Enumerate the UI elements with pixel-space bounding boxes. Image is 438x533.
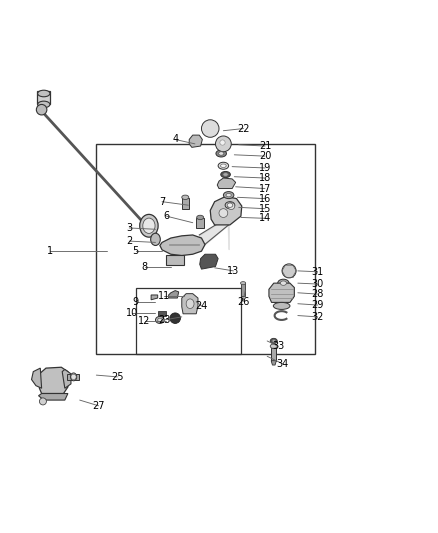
Polygon shape bbox=[210, 197, 242, 225]
Circle shape bbox=[220, 140, 225, 145]
Polygon shape bbox=[160, 235, 205, 255]
Text: 30: 30 bbox=[311, 279, 324, 289]
Ellipse shape bbox=[226, 193, 231, 197]
Polygon shape bbox=[189, 135, 202, 147]
Text: 14: 14 bbox=[259, 213, 271, 223]
Ellipse shape bbox=[221, 172, 230, 177]
Text: 4: 4 bbox=[172, 134, 178, 144]
Ellipse shape bbox=[227, 203, 233, 207]
Text: 34: 34 bbox=[276, 359, 289, 369]
Ellipse shape bbox=[38, 101, 50, 108]
Text: 16: 16 bbox=[259, 193, 271, 204]
Ellipse shape bbox=[38, 90, 50, 97]
Ellipse shape bbox=[158, 318, 162, 322]
Text: 32: 32 bbox=[311, 312, 324, 322]
Ellipse shape bbox=[216, 150, 226, 157]
Text: 18: 18 bbox=[259, 173, 271, 183]
Polygon shape bbox=[151, 295, 158, 300]
Circle shape bbox=[39, 398, 46, 405]
Circle shape bbox=[219, 209, 228, 217]
Ellipse shape bbox=[270, 338, 277, 344]
Polygon shape bbox=[182, 294, 198, 314]
Text: 5: 5 bbox=[133, 246, 139, 256]
Ellipse shape bbox=[143, 218, 155, 233]
Ellipse shape bbox=[186, 299, 194, 309]
Polygon shape bbox=[39, 367, 68, 393]
Text: 1: 1 bbox=[47, 246, 53, 256]
Polygon shape bbox=[169, 290, 179, 298]
Polygon shape bbox=[200, 254, 218, 269]
Ellipse shape bbox=[223, 173, 228, 176]
Ellipse shape bbox=[225, 201, 235, 209]
Circle shape bbox=[228, 203, 235, 209]
Text: 6: 6 bbox=[163, 211, 170, 221]
Ellipse shape bbox=[151, 233, 160, 246]
Ellipse shape bbox=[219, 152, 224, 155]
Polygon shape bbox=[37, 91, 50, 104]
Text: 23: 23 bbox=[158, 315, 170, 325]
Bar bbox=[241, 283, 245, 296]
Text: 2: 2 bbox=[126, 236, 132, 246]
Ellipse shape bbox=[273, 302, 290, 310]
Bar bbox=[158, 311, 166, 316]
Text: 28: 28 bbox=[311, 289, 324, 299]
Ellipse shape bbox=[270, 344, 277, 349]
Ellipse shape bbox=[240, 281, 246, 285]
Ellipse shape bbox=[278, 279, 289, 287]
Text: 10: 10 bbox=[126, 309, 138, 318]
Text: 20: 20 bbox=[259, 151, 271, 161]
Ellipse shape bbox=[197, 215, 204, 220]
Bar bbox=[271, 348, 276, 361]
Ellipse shape bbox=[223, 191, 234, 199]
Circle shape bbox=[71, 374, 76, 379]
Text: 26: 26 bbox=[237, 296, 249, 306]
Text: 19: 19 bbox=[259, 163, 271, 173]
Text: 21: 21 bbox=[259, 141, 271, 151]
Text: 15: 15 bbox=[259, 204, 271, 214]
Ellipse shape bbox=[71, 373, 77, 381]
Text: 13: 13 bbox=[227, 266, 240, 276]
Polygon shape bbox=[217, 178, 236, 189]
Ellipse shape bbox=[182, 195, 189, 199]
Text: 24: 24 bbox=[195, 301, 208, 311]
Text: 22: 22 bbox=[237, 124, 250, 134]
Bar bbox=[196, 219, 204, 228]
Text: 12: 12 bbox=[138, 316, 151, 326]
Polygon shape bbox=[32, 368, 42, 388]
Circle shape bbox=[170, 313, 180, 324]
Text: 29: 29 bbox=[311, 300, 324, 310]
Polygon shape bbox=[39, 393, 68, 400]
Polygon shape bbox=[271, 361, 276, 365]
Text: 7: 7 bbox=[159, 197, 165, 207]
Text: 31: 31 bbox=[311, 266, 324, 277]
Bar bbox=[182, 198, 189, 209]
Ellipse shape bbox=[280, 281, 286, 285]
Text: 3: 3 bbox=[126, 223, 132, 233]
Text: 8: 8 bbox=[141, 262, 148, 271]
Circle shape bbox=[282, 264, 296, 278]
Bar bbox=[67, 374, 79, 379]
Text: 17: 17 bbox=[259, 183, 271, 193]
Ellipse shape bbox=[218, 162, 229, 169]
Circle shape bbox=[215, 136, 231, 152]
Text: 33: 33 bbox=[272, 341, 284, 351]
Bar bbox=[166, 255, 184, 265]
Bar bbox=[136, 288, 241, 354]
Polygon shape bbox=[269, 283, 294, 302]
Circle shape bbox=[201, 120, 219, 138]
Ellipse shape bbox=[140, 214, 158, 237]
Text: 11: 11 bbox=[158, 291, 170, 301]
Bar bbox=[96, 144, 315, 354]
Text: 25: 25 bbox=[111, 372, 124, 382]
Ellipse shape bbox=[220, 164, 226, 167]
Text: 9: 9 bbox=[133, 297, 139, 308]
Ellipse shape bbox=[272, 340, 276, 342]
Polygon shape bbox=[62, 369, 71, 388]
Text: 27: 27 bbox=[92, 401, 105, 411]
Circle shape bbox=[36, 104, 47, 115]
Ellipse shape bbox=[155, 317, 164, 324]
